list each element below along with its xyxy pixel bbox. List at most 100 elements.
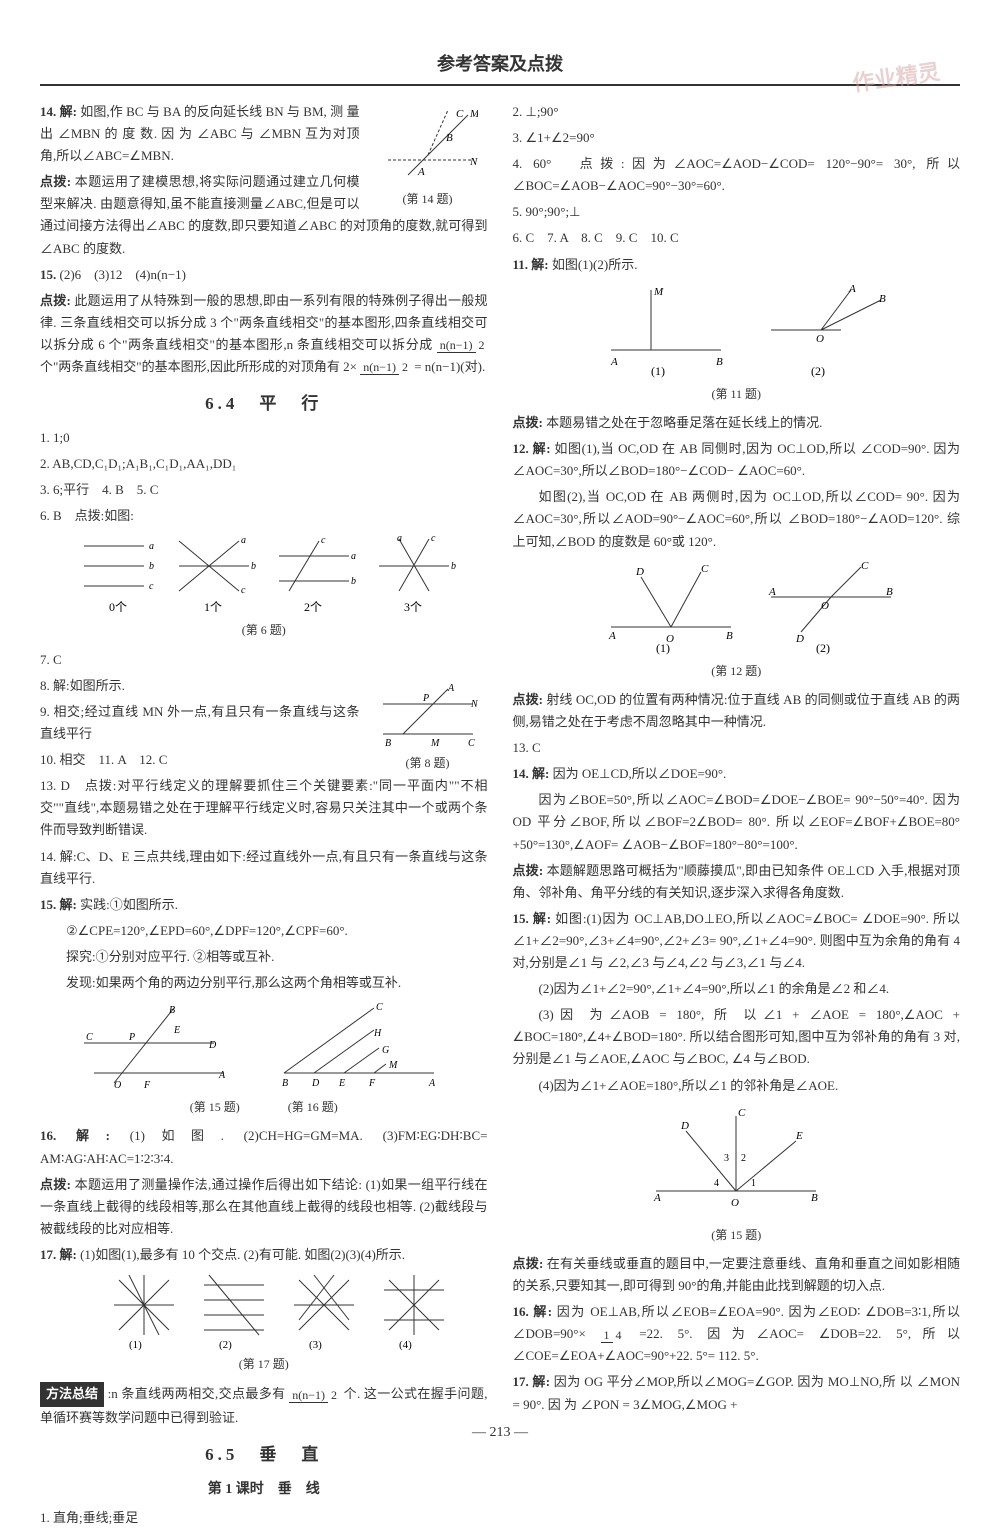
r14: 14. 解: 因为 OE⊥CD,所以∠DOE=90°.: [513, 763, 961, 785]
svg-text:(1): (1): [651, 364, 665, 378]
subsection-6-5-1: 第 1 课时 垂 线: [40, 1478, 488, 1502]
svg-text:D: D: [311, 1078, 320, 1089]
svg-text:D: D: [680, 1120, 689, 1132]
svg-text:2个: 2个: [304, 600, 322, 614]
r6to10: 6. C 7. A 8. C 9. C 10. C: [513, 227, 961, 249]
r12-note-label: 点拨:: [513, 692, 544, 707]
svg-text:3: 3: [724, 1153, 729, 1164]
svg-text:b: b: [149, 561, 154, 572]
frac-den: 4: [613, 1328, 625, 1342]
r15-2: (2)因为∠1+∠2=90°,∠1+∠4=90°,所以∠1 的余角是∠2 和∠4…: [513, 978, 961, 1000]
r11-text: 如图(1)(2)所示.: [552, 257, 638, 272]
svg-text:A: A: [848, 283, 856, 295]
a16-label: 16. 解:: [40, 1128, 110, 1143]
r11-note-text: 本题易错之处在于忽略垂足落在延长线上的情况.: [546, 415, 822, 430]
r14-note-label: 点拨:: [513, 863, 544, 878]
frac-num: 1: [601, 1328, 613, 1343]
svg-text:c: c: [241, 585, 246, 596]
r5: 5. 90°;90°;⊥: [513, 201, 961, 223]
svg-text:C: C: [468, 738, 475, 749]
r14-2: 因为∠BOE=50°,所以∠AOC=∠BOD=∠DOE−∠BOE= 90°−50…: [513, 789, 961, 855]
r11: 11. 解: 如图(1)(2)所示.: [513, 254, 961, 276]
svg-text:C: C: [861, 560, 869, 572]
svg-text:3个: 3个: [404, 600, 422, 614]
svg-text:D: D: [795, 633, 804, 645]
r15-label: 15. 解:: [513, 911, 552, 926]
svg-text:P: P: [128, 1032, 135, 1043]
svg-text:A: A: [653, 1192, 661, 1204]
svg-text:B: B: [446, 132, 453, 144]
q15-ans: (2)6 (3)12 (4)n(n−1): [60, 267, 186, 282]
svg-text:G: G: [382, 1045, 389, 1056]
r15-4: (4)因为∠1+∠AOE=180°,所以∠1 的邻补角是∠AOE.: [513, 1075, 961, 1097]
b1: 1. 直角;垂线;垂足: [40, 1507, 488, 1529]
svg-text:B: B: [282, 1078, 288, 1089]
frac-den: 2: [476, 338, 488, 352]
r13: 13. C: [513, 737, 961, 759]
content-columns: C M B A N (第 14 题) 14. 解: 如图,作 BC 与 BA 的…: [40, 101, 960, 1533]
svg-text:b: b: [351, 576, 356, 587]
fig-15-svg: A B O C D E 1 2 3 4: [636, 1101, 836, 1221]
a15b-3: 探究:①分别对应平行. ②相等或互补.: [40, 946, 488, 968]
a16-note: 点拨: 本题运用了测量操作法,通过操作后得出如下结论: (1)如果一组平行线在一…: [40, 1174, 488, 1240]
fig-15-16-svg: O F A B E C P D C H G M B D E: [74, 998, 454, 1093]
svg-text:a: a: [241, 535, 246, 546]
svg-text:A: A: [608, 630, 616, 642]
svg-text:(3): (3): [309, 1339, 322, 1350]
q14-text: 如图,作 BC 与 BA 的反向延长线 BN 与 BM, 测 量 出 ∠MBN …: [40, 104, 360, 163]
frac-num: n(n−1): [289, 1388, 328, 1403]
section-6-5: 6.5 垂 直: [40, 1441, 488, 1470]
r4: 4. 60° 点拨:因为∠AOC=∠AOD−∠COD= 120°−90°= 30…: [513, 153, 961, 197]
a15b-4: 发现:如果两个角的两边分别平行,那么这两个角相等或互补.: [40, 972, 488, 994]
r14-note: 点拨: 本题解题思路可概括为"顺藤摸瓜",即由已知条件 OE⊥CD 入手,根据对…: [513, 860, 961, 904]
fig-14-svg: C M B A N: [378, 105, 478, 185]
svg-text:(4): (4): [399, 1339, 412, 1350]
a14b: 14. 解:C、D、E 三点共线,理由如下:经过直线外一点,有且只有一条直线与这…: [40, 846, 488, 890]
right-column: 2. ⊥;90° 3. ∠1+∠2=90° 4. 60° 点拨:因为∠AOC=∠…: [513, 101, 961, 1533]
fig-15-16-caption: (第 15 题) (第 16 题): [40, 1097, 488, 1117]
r17: 17. 解: 因为 OG 平分∠MOP,所以∠MOG=∠GOP. 因为 MO⊥N…: [513, 1371, 961, 1415]
fig-12-caption: (第 12 题): [513, 661, 961, 681]
svg-text:(2): (2): [811, 364, 825, 378]
svg-text:c: c: [431, 533, 436, 544]
svg-text:1: 1: [751, 1178, 756, 1189]
svg-text:M: M: [469, 108, 478, 120]
r11-note-label: 点拨:: [513, 415, 543, 430]
svg-text:(1): (1): [129, 1339, 142, 1350]
fig-8-svg: A B C M P N: [373, 679, 483, 749]
fig-8-caption: (第 8 题): [368, 753, 488, 773]
frac-den: 2: [399, 360, 411, 374]
svg-text:4: 4: [714, 1178, 719, 1189]
r12-label: 12. 解:: [513, 441, 551, 456]
svg-text:M: M: [388, 1060, 398, 1071]
svg-text:O: O: [114, 1080, 121, 1091]
svg-text:N: N: [470, 699, 479, 710]
svg-text:A: A: [447, 683, 455, 694]
a17: 17. 解: (1)如图(1),最多有 10 个交点. (2)有可能. 如图(2…: [40, 1244, 488, 1266]
a16-note-text: 本题运用了测量操作法,通过操作后得出如下结论: (1)如果一组平行线在一条直线上…: [40, 1177, 488, 1236]
svg-text:C: C: [738, 1107, 746, 1119]
fig-11-svg: A B M A B O (1) (2): [561, 280, 911, 380]
svg-text:O: O: [816, 333, 824, 345]
r14-label: 14. 解:: [513, 766, 550, 781]
frac-num: n(n−1): [360, 360, 399, 375]
svg-text:N: N: [469, 156, 478, 168]
fig-17-svg: (1) (2) (3) (4): [74, 1270, 454, 1350]
a15b-label: 15. 解:: [40, 897, 77, 912]
svg-text:a: a: [351, 551, 356, 562]
method-label: 方法总结: [40, 1382, 104, 1406]
method-text1: :n 条直线两两相交,交点最多有: [108, 1386, 286, 1401]
svg-text:H: H: [373, 1028, 382, 1039]
r11-label: 11. 解:: [513, 257, 549, 272]
r16: 16. 解: 因为 OE⊥AB,所以∠EOB=∠EOA=90°. 因为∠EOD∶…: [513, 1301, 961, 1367]
svg-text:E: E: [173, 1025, 180, 1036]
a7: 7. C: [40, 649, 488, 671]
a13: 13. D 点拨:对平行线定义的理解要抓住三个关键要素:"同一平面内""不相交"…: [40, 775, 488, 841]
svg-text:B: B: [716, 356, 723, 368]
svg-text:B: B: [169, 1005, 175, 1016]
svg-text:P: P: [422, 693, 429, 704]
r15-3: (3)因 为∠AOB = 180°, 所 以∠1 + ∠AOE = 180°,∠…: [513, 1004, 961, 1070]
svg-text:b: b: [251, 561, 256, 572]
fig-6-caption: (第 6 题): [40, 620, 488, 640]
r12-note: 点拨: 射线 OC,OD 的位置有两种情况:位于直线 AB 的同侧或位于直线 A…: [513, 689, 961, 733]
